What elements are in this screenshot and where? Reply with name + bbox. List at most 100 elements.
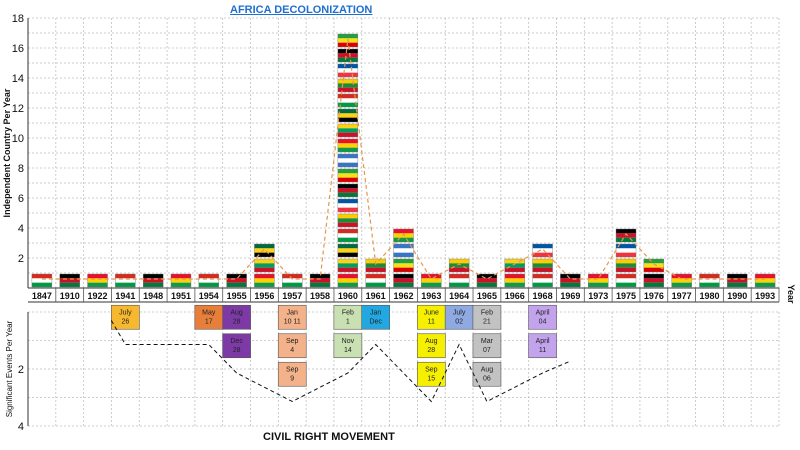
flag-stripe — [588, 282, 609, 287]
event-box — [222, 304, 251, 330]
flag-stripe — [588, 274, 609, 279]
flag-mark — [727, 273, 748, 288]
chart-title: AFRICA DECOLONIZATION — [230, 4, 373, 16]
flag-stripe — [337, 282, 358, 287]
flag-stripe — [588, 278, 609, 283]
flag-mark — [337, 183, 359, 198]
flag-mark — [337, 198, 359, 213]
flag-stripe — [616, 248, 637, 253]
flag-mark — [337, 63, 359, 78]
flag-stripe — [337, 162, 358, 167]
flag-stripe — [87, 282, 108, 287]
flag-stripe — [337, 214, 358, 219]
flag-stripe — [532, 252, 553, 257]
flag-stripe — [337, 229, 358, 234]
flag-stripe — [337, 267, 358, 272]
event-box — [528, 304, 557, 330]
flag-stripe — [337, 42, 358, 47]
event-label-line: 11 — [539, 347, 546, 354]
flag-stripe — [337, 53, 358, 58]
flag-mark — [365, 258, 386, 273]
x-tick-label: 1951 — [171, 291, 191, 301]
flag-stripe — [365, 263, 386, 268]
flag-stripe — [337, 49, 358, 54]
event-label: Dec 28 — [230, 338, 243, 354]
event-label: Aug 06 — [481, 366, 494, 382]
flag-stripe — [254, 252, 275, 257]
x-tick-label: 1990 — [727, 291, 747, 301]
event-box — [277, 361, 307, 387]
flag-stripe — [449, 282, 470, 287]
y-axis-label: Significant Events Per Year — [5, 320, 14, 417]
event-label-line: Aug — [425, 338, 438, 345]
y-tick-label: 2 — [18, 364, 24, 376]
event-box — [361, 304, 390, 330]
flag-stripe — [616, 267, 637, 272]
flag-stripe — [616, 274, 637, 279]
flag-border — [643, 258, 665, 273]
flag-mark — [421, 273, 442, 288]
flag-stripe — [643, 263, 664, 268]
flag-stripe — [337, 128, 358, 133]
flag-stripe — [755, 274, 776, 279]
flag-stripe — [337, 109, 358, 114]
flag-stripe — [616, 252, 637, 257]
flag-mark — [115, 273, 136, 288]
flag-stripe — [365, 274, 386, 279]
flag-mark — [254, 273, 275, 288]
flag-mark — [643, 273, 665, 288]
flag-stripe — [393, 259, 414, 264]
y-tick-label: 4 — [18, 421, 24, 433]
flag-border — [615, 258, 637, 273]
event-box — [528, 333, 557, 359]
flag-stripe — [31, 278, 52, 283]
series-line — [41, 38, 766, 280]
flag-stripe — [504, 274, 525, 279]
event-label-line: May — [202, 309, 216, 316]
flag-stripe — [727, 274, 748, 279]
flag-border — [532, 258, 553, 273]
event-box — [417, 333, 446, 359]
flag-stripe — [337, 72, 358, 77]
flag-border — [337, 258, 359, 273]
x-tick-label: 1965 — [477, 291, 497, 301]
flag-stripe — [337, 143, 358, 148]
flag-stripe — [337, 233, 358, 238]
flag-mark — [142, 273, 164, 288]
flag-border — [393, 243, 414, 258]
flag-mark — [615, 273, 637, 288]
event-label-line: Dec — [230, 338, 243, 345]
flag-stripe — [254, 263, 275, 268]
event-label-line: 9 — [290, 375, 294, 382]
flag-border — [337, 78, 359, 93]
flag-stripe — [532, 248, 553, 253]
flag-border — [365, 273, 386, 288]
flag-stripe — [337, 248, 358, 253]
flag-stripe — [337, 188, 358, 193]
flag-stripe — [365, 282, 386, 287]
flag-stripe — [643, 278, 664, 283]
x-tick-label: 1993 — [755, 291, 775, 301]
flag-mark — [671, 273, 692, 288]
event-label-line: 10 11 — [284, 318, 301, 325]
x-tick-label: 1980 — [699, 291, 719, 301]
event-label-line: Dec — [369, 318, 382, 325]
flag-stripe — [393, 267, 414, 272]
flag-stripe — [560, 278, 581, 283]
flag-stripe — [643, 274, 664, 279]
flag-stripe — [616, 263, 637, 268]
flag-stripe — [449, 278, 470, 283]
flag-stripe — [532, 259, 553, 264]
flag-stripe — [504, 278, 525, 283]
x-tick-label: 1977 — [672, 291, 692, 301]
flag-border — [337, 153, 359, 168]
flag-mark — [337, 273, 359, 288]
flag-mark — [588, 273, 609, 288]
event-label-line: Aug — [481, 366, 494, 373]
flag-stripe — [170, 274, 191, 279]
flag-mark — [699, 273, 720, 288]
flag-stripe — [254, 248, 275, 253]
flag-border — [754, 273, 776, 288]
flag-stripe — [337, 237, 358, 242]
flag-stripe — [449, 259, 470, 264]
